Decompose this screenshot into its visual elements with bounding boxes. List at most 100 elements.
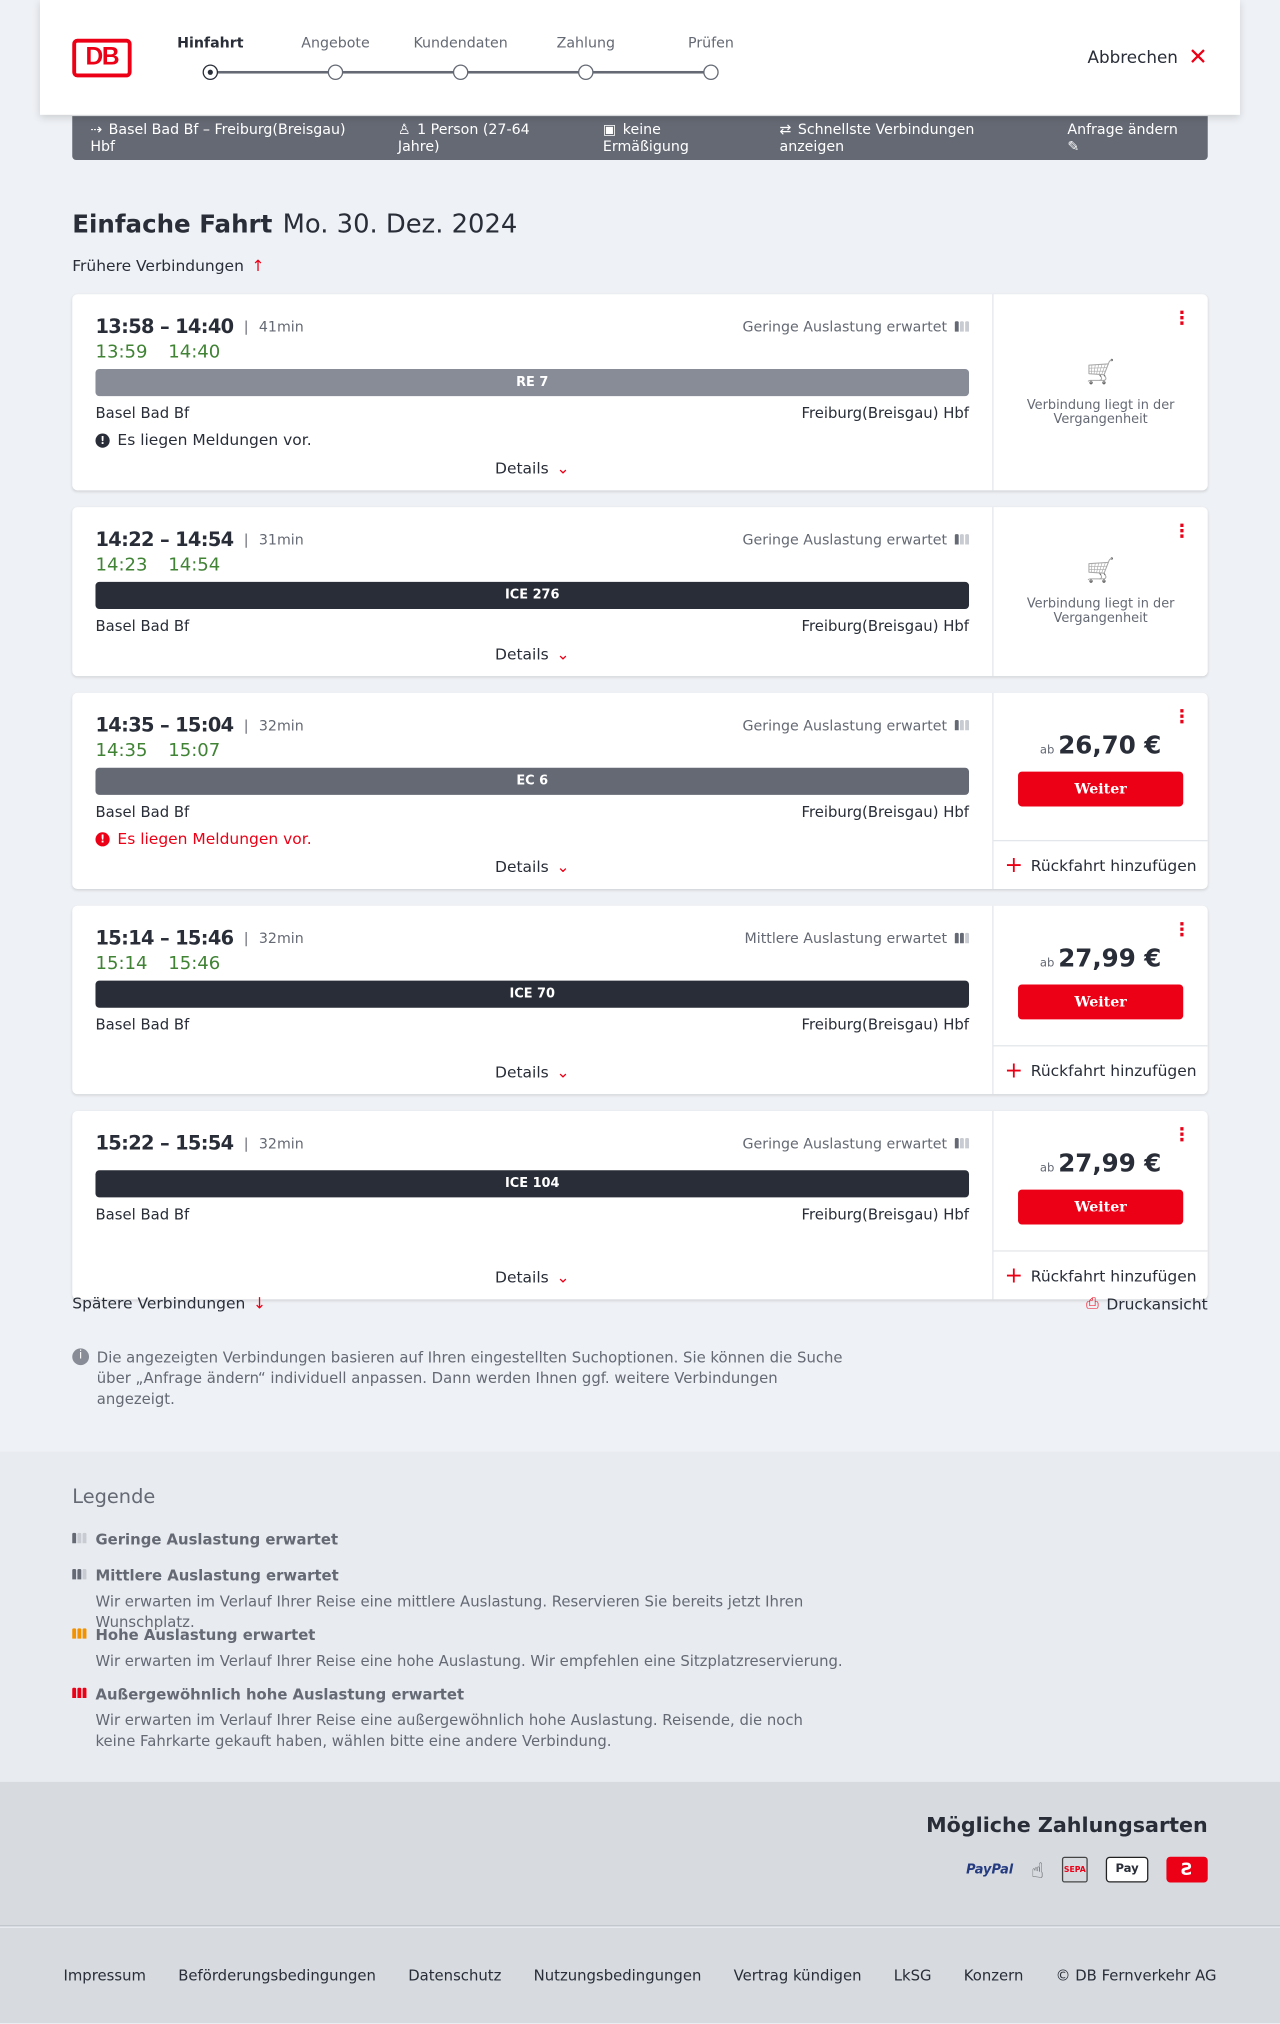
step-pruefen-dot bbox=[703, 64, 719, 80]
add-return-button[interactable]: + Rückfahrt hinzufügen bbox=[994, 841, 1208, 889]
departure-station: Basel Bad Bf bbox=[95, 1015, 190, 1034]
time-row: 15:14 – 15:46 | 32min Mittlere Auslastung e… bbox=[95, 926, 970, 950]
time-row: 14:35 – 15:04 | 32min Geringe Auslastung er… bbox=[95, 714, 970, 737]
trip-date: Mo. 30. Dez. 2024 bbox=[282, 207, 518, 239]
legend-title: Legende bbox=[72, 1485, 156, 1509]
details-toggle[interactable]: Details ⌄ bbox=[95, 1053, 969, 1081]
chevron-down-icon: ⌄ bbox=[556, 858, 570, 877]
db-logo[interactable]: DB bbox=[72, 38, 132, 78]
details-label: Details bbox=[495, 858, 549, 877]
legend-item: Hohe Auslastung erwartet Wir erwarten im … bbox=[72, 1626, 844, 1671]
earlier-connections-link[interactable]: Frühere Verbindungen ↑ bbox=[72, 257, 264, 275]
notice[interactable]: ! Es liegen Meldungen vor. bbox=[95, 431, 969, 449]
route-label: Basel Bad Bf – Freiburg(Breisgau) Hbf bbox=[90, 121, 346, 155]
more-options-icon[interactable]: ⋮ bbox=[1172, 1125, 1191, 1146]
offer-panel: ⋮ 🛒 Verbindung liegt in der Vergangenheit bbox=[994, 507, 1208, 676]
details-toggle[interactable]: Details ⌄ bbox=[95, 635, 969, 663]
realtime: 14:40 bbox=[168, 341, 221, 363]
offer-panel: ⋮ ab 27,99 € Weiter + Rückfahrt hinzufügen bbox=[993, 1111, 1208, 1300]
occupancy-label: Geringe Auslastung erwartet bbox=[742, 530, 948, 548]
edit-search-button[interactable]: Anfrage ändern ✎ bbox=[1067, 121, 1189, 155]
connection-info: 15:14 – 15:46 | 32min Mittlere Auslastung e… bbox=[72, 905, 994, 1095]
price: ab 27,99 € bbox=[1040, 944, 1162, 972]
price-prefix: ab bbox=[1039, 1162, 1055, 1176]
train-bar[interactable]: EC 6 bbox=[95, 767, 970, 795]
separator: | bbox=[243, 1134, 249, 1152]
details-label: Details bbox=[495, 1063, 549, 1082]
cancel-button[interactable]: Abbrechen ✕ bbox=[1088, 46, 1208, 69]
step-hinfahrt-label: Hinfahrt bbox=[177, 34, 244, 52]
connection-info: 14:35 – 15:04 | 32min Geringe Auslastung er… bbox=[72, 692, 994, 890]
search-route[interactable]: ⇢ Basel Bad Bf – Freiburg(Breisgau) Hbf bbox=[90, 121, 364, 155]
continue-button[interactable]: Weiter bbox=[1018, 771, 1184, 807]
print-view-link[interactable]: ⎙ Druckansicht bbox=[1086, 1294, 1208, 1313]
occupancy-icon bbox=[72, 1569, 87, 1580]
train-bar[interactable]: ICE 276 bbox=[95, 581, 970, 610]
later-connections-link[interactable]: Spätere Verbindungen ↓ bbox=[72, 1294, 266, 1312]
details-toggle[interactable]: Details ⌄ bbox=[95, 848, 969, 876]
alert-icon: ! bbox=[95, 831, 110, 846]
arrival-station: Freiburg(Breisgau) Hbf bbox=[801, 403, 970, 422]
footer-link[interactable]: Datenschutz bbox=[408, 1966, 502, 1985]
step-angebote-label: Angebote bbox=[301, 34, 370, 52]
more-options-icon[interactable]: ⋮ bbox=[1172, 919, 1191, 941]
connection-card: 14:35 – 15:04 | 32min Geringe Auslastung er… bbox=[72, 692, 1208, 890]
alert-icon: ! bbox=[95, 432, 110, 448]
train-bar[interactable]: ICE 70 bbox=[95, 980, 970, 1008]
search-discount[interactable]: ▣ keine Ermäßigung bbox=[603, 121, 746, 155]
departure-station: Basel Bad Bf bbox=[95, 616, 190, 635]
time-row: 15:22 – 15:54 | 32min Geringe Auslastung er… bbox=[95, 1132, 970, 1155]
departure-station: Basel Bad Bf bbox=[95, 802, 190, 821]
payment-methods-section: Mögliche Zahlungsarten PayPal ☝ SEPA Pay… bbox=[0, 1781, 1280, 1927]
notice-text: Es liegen Meldungen vor. bbox=[117, 829, 312, 848]
details-toggle[interactable]: Details ⌄ bbox=[95, 1258, 969, 1286]
realtime: 13:59 bbox=[95, 341, 148, 363]
past-text: Verbindung liegt in der Vergangenheit bbox=[1026, 597, 1175, 626]
footer-link[interactable]: Nutzungsbedingungen bbox=[533, 1966, 702, 1985]
planned-times: 14:22 – 14:54 bbox=[95, 527, 234, 551]
occupancy-label: Geringe Auslastung erwartet bbox=[742, 318, 948, 335]
more-options-icon[interactable]: ⋮ bbox=[1172, 707, 1191, 728]
price-value: 27,99 € bbox=[1058, 944, 1162, 973]
footer-link[interactable]: LkSG bbox=[893, 1966, 932, 1985]
footer-link[interactable]: Vertrag kündigen bbox=[733, 1966, 862, 1985]
footer-link[interactable]: Beförderungsbedingungen bbox=[178, 1966, 376, 1985]
info-icon: i bbox=[72, 1348, 90, 1366]
details-toggle[interactable]: Details ⌄ bbox=[95, 449, 969, 477]
add-return-label: Rückfahrt hinzufügen bbox=[1030, 1266, 1197, 1285]
footer-link[interactable]: Impressum bbox=[63, 1966, 146, 1985]
arrival-station: Freiburg(Breisgau) Hbf bbox=[801, 1205, 970, 1224]
close-icon: ✕ bbox=[1188, 43, 1208, 71]
occupancy: Geringe Auslastung erwartet bbox=[742, 318, 970, 335]
sepa-icon: SEPA bbox=[1061, 1856, 1088, 1883]
connection-info: 15:22 – 15:54 | 32min Geringe Auslastung er… bbox=[72, 1110, 994, 1300]
continue-button[interactable]: Weiter bbox=[1018, 1189, 1184, 1225]
add-return-button[interactable]: + Rückfahrt hinzufügen bbox=[994, 1252, 1208, 1300]
legend-item: Geringe Auslastung erwartet bbox=[72, 1530, 338, 1548]
more-options-icon[interactable]: ⋮ bbox=[1172, 308, 1191, 330]
continue-button[interactable]: Weiter bbox=[1018, 984, 1184, 1020]
add-return-button[interactable]: + Rückfahrt hinzufügen bbox=[994, 1046, 1208, 1094]
notice[interactable]: ! Es liegen Meldungen vor. bbox=[95, 830, 969, 848]
later-label: Spätere Verbindungen bbox=[72, 1294, 246, 1313]
step-kundendaten-label: Kundendaten bbox=[413, 34, 508, 52]
search-fastest[interactable]: ⇄ Schnellste Verbindungen anzeigen bbox=[780, 121, 1034, 155]
occupancy-icon bbox=[72, 1687, 87, 1699]
price: ab 27,99 € bbox=[1040, 1150, 1162, 1178]
printer-icon: ⎙ bbox=[1086, 1294, 1099, 1313]
trip-type: Einfache Fahrt bbox=[72, 210, 273, 239]
duration: 31min bbox=[258, 530, 304, 548]
occupancy-icon bbox=[954, 534, 970, 545]
more-options-icon[interactable]: ⋮ bbox=[1172, 521, 1191, 542]
footer-link[interactable]: Konzern bbox=[963, 1966, 1024, 1985]
realtime: 15:46 bbox=[168, 953, 221, 975]
occupancy-label: Mittlere Auslastung erwartet bbox=[744, 929, 948, 947]
train-bar[interactable]: RE 7 bbox=[95, 369, 970, 397]
connection-info: 14:22 – 14:54 | 31min Geringe Auslastung er… bbox=[72, 507, 994, 677]
step-pruefen-label: Prüfen bbox=[688, 34, 734, 52]
train-bar[interactable]: ICE 104 bbox=[95, 1170, 970, 1198]
search-travellers[interactable]: ♙ 1 Person (27-64 Jahre) bbox=[398, 121, 569, 155]
price-value: 27,99 € bbox=[1058, 1149, 1162, 1179]
occupancy-icon bbox=[954, 1138, 970, 1149]
step-angebote-dot bbox=[327, 64, 344, 80]
